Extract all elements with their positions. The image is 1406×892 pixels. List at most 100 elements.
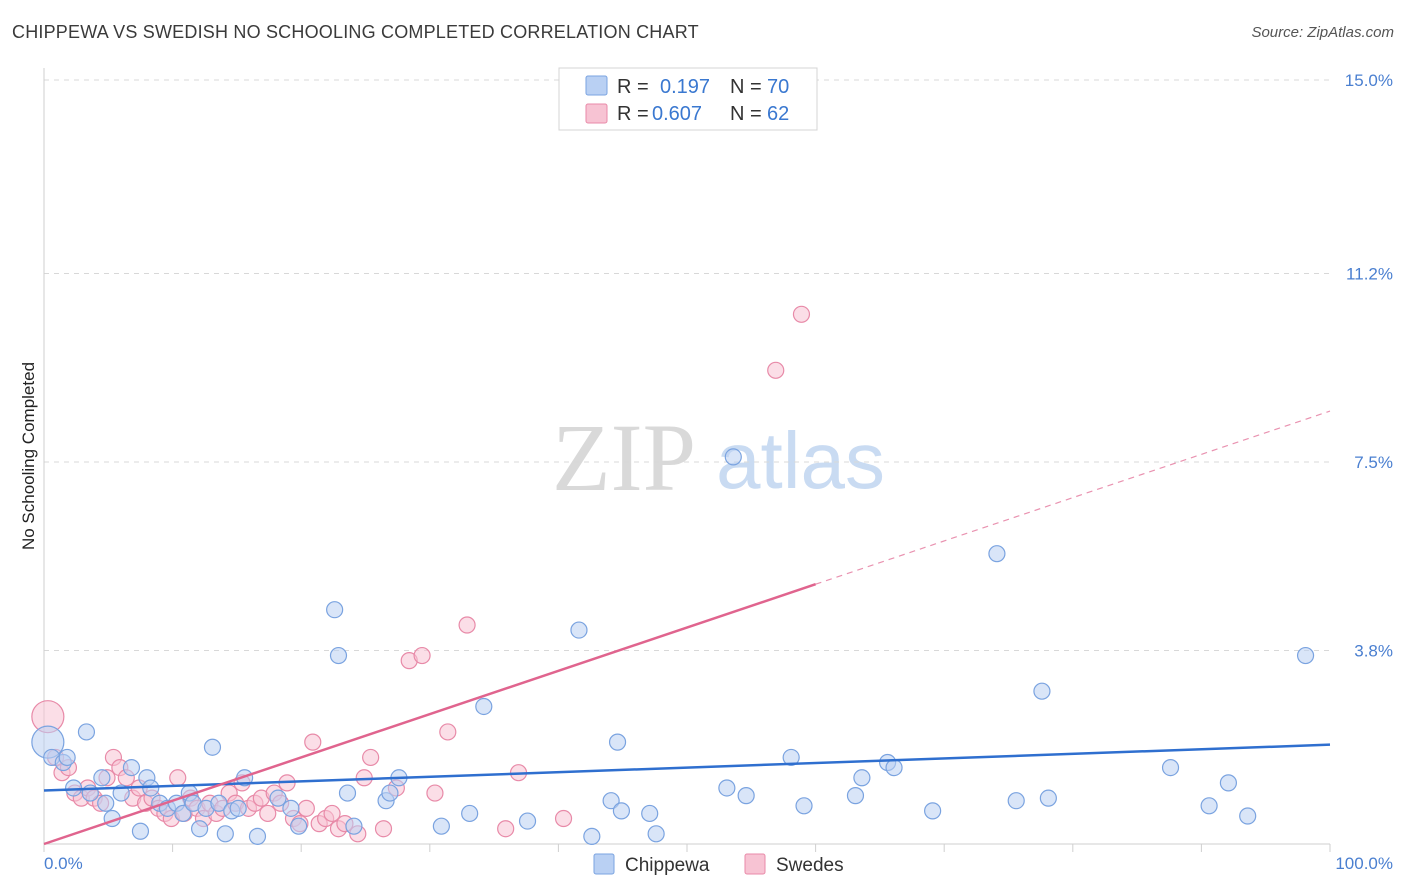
swedes-points xyxy=(31,305,811,843)
swedes-point xyxy=(497,820,515,838)
series-legend: Chippewa Swedes xyxy=(593,853,844,876)
swedes-point xyxy=(458,616,476,634)
chippewa-point xyxy=(782,748,800,767)
y-tick-label: 3.8% xyxy=(1354,641,1393,660)
chippewa-point xyxy=(326,601,344,619)
x-tick-label-min: 0.0% xyxy=(44,854,83,873)
chippewa-series-label: Chippewa xyxy=(625,855,710,876)
chippewa-point xyxy=(988,545,1006,563)
x-tick-label-max: 100.0% xyxy=(1335,854,1393,873)
gridlines xyxy=(44,79,1330,651)
swedes-point xyxy=(426,784,444,802)
chippewa-point xyxy=(583,827,601,845)
chippewa-point xyxy=(1007,792,1025,810)
chippewa-point xyxy=(248,827,267,845)
chippewa-point xyxy=(475,697,493,716)
chippewa-point xyxy=(612,802,631,820)
chippewa-point xyxy=(236,769,254,787)
swedes-point xyxy=(323,804,341,823)
swedes-point xyxy=(259,804,277,823)
swedes-point xyxy=(767,361,785,379)
chippewa-point xyxy=(1219,774,1238,792)
chippewa-point xyxy=(432,817,450,835)
swedes-trend-line xyxy=(43,583,816,846)
swedes-legend-swatch xyxy=(585,103,608,124)
chippewa-point xyxy=(608,733,627,751)
chippewa-trend-line xyxy=(43,743,1331,792)
stats-legend: R = 0.197 N = 70 R = 0.607 N = 62 xyxy=(558,67,818,131)
chippewa-series-swatch xyxy=(593,853,615,875)
chippewa-point xyxy=(737,787,755,805)
swedes-trend-extension xyxy=(815,410,1331,585)
chippewa-point xyxy=(97,794,115,812)
chippewa-point xyxy=(718,779,736,797)
swedes-point xyxy=(297,799,315,817)
x-axis-ticks xyxy=(43,844,1331,852)
chippewa-point xyxy=(1200,797,1218,815)
chippewa-point xyxy=(1039,789,1057,807)
chippewa-point xyxy=(64,779,83,797)
chippewa-point xyxy=(345,817,363,835)
swedes-point xyxy=(792,305,811,323)
swedes-point xyxy=(362,748,380,767)
chippewa-point xyxy=(229,799,247,817)
chippewa-point xyxy=(1239,807,1257,825)
chippewa-point xyxy=(203,738,222,756)
chippewa-n-value: 70 xyxy=(767,76,789,98)
chippewa-point xyxy=(885,758,903,777)
chippewa-point xyxy=(570,621,588,639)
chippewa-point xyxy=(338,784,357,802)
swedes-point xyxy=(413,646,431,665)
chippewa-point xyxy=(518,812,537,830)
chippewa-point xyxy=(853,769,871,787)
chippewa-point xyxy=(641,804,659,823)
swedes-point xyxy=(554,809,573,828)
watermark-atlas: atlas xyxy=(716,416,885,505)
chippewa-point xyxy=(122,758,141,777)
chippewa-point xyxy=(381,784,399,802)
chippewa-point xyxy=(1033,682,1051,700)
chippewa-point xyxy=(602,792,620,810)
chippewa-r-label: R = xyxy=(617,76,649,98)
chippewa-point xyxy=(1161,758,1180,777)
chippewa-point xyxy=(131,822,150,840)
swedes-point xyxy=(169,769,187,787)
chippewa-r-value: 0.197 xyxy=(660,76,710,98)
chippewa-point xyxy=(647,825,665,843)
watermark-zip: ZIP xyxy=(552,404,696,511)
chippewa-point xyxy=(461,804,479,823)
chippewa-point xyxy=(77,723,96,741)
y-tick-label: 15.0% xyxy=(1345,71,1393,90)
y-axis-tick-labels: 3.8% 7.5% 11.2% 15.0% xyxy=(1345,71,1393,660)
chippewa-legend-swatch xyxy=(585,75,608,96)
chippewa-point xyxy=(282,799,300,817)
chippewa-point xyxy=(290,817,308,835)
trend-lines xyxy=(43,410,1331,846)
chippewa-point xyxy=(210,794,228,812)
chippewa-point xyxy=(724,448,742,466)
chippewa-point xyxy=(1296,646,1315,665)
chart-title: CHIPPEWA VS SWEDISH NO SCHOOLING COMPLET… xyxy=(12,22,699,42)
swedes-r-value: 0.607 xyxy=(652,103,702,125)
chippewa-point xyxy=(329,646,348,665)
swedes-n-label: N = xyxy=(730,103,762,125)
swedes-point xyxy=(439,723,457,741)
swedes-r-label: R = xyxy=(617,103,649,125)
swedes-n-value: 62 xyxy=(767,103,789,125)
chippewa-n-label: N = xyxy=(730,76,762,98)
swedes-series-swatch xyxy=(744,853,766,875)
chippewa-point xyxy=(269,789,287,807)
chippewa-point xyxy=(924,802,942,820)
chippewa-point xyxy=(846,787,865,805)
chippewa-point xyxy=(216,825,234,843)
swedes-point xyxy=(304,733,322,751)
chippewa-point xyxy=(93,769,111,787)
chippewa-point xyxy=(174,804,192,823)
y-tick-label: 7.5% xyxy=(1354,453,1393,472)
chippewa-point xyxy=(191,820,209,838)
y-tick-label: 11.2% xyxy=(1346,265,1393,284)
swedes-point xyxy=(374,820,393,838)
chippewa-points xyxy=(31,448,1315,845)
swedes-series-label: Swedes xyxy=(776,855,844,876)
